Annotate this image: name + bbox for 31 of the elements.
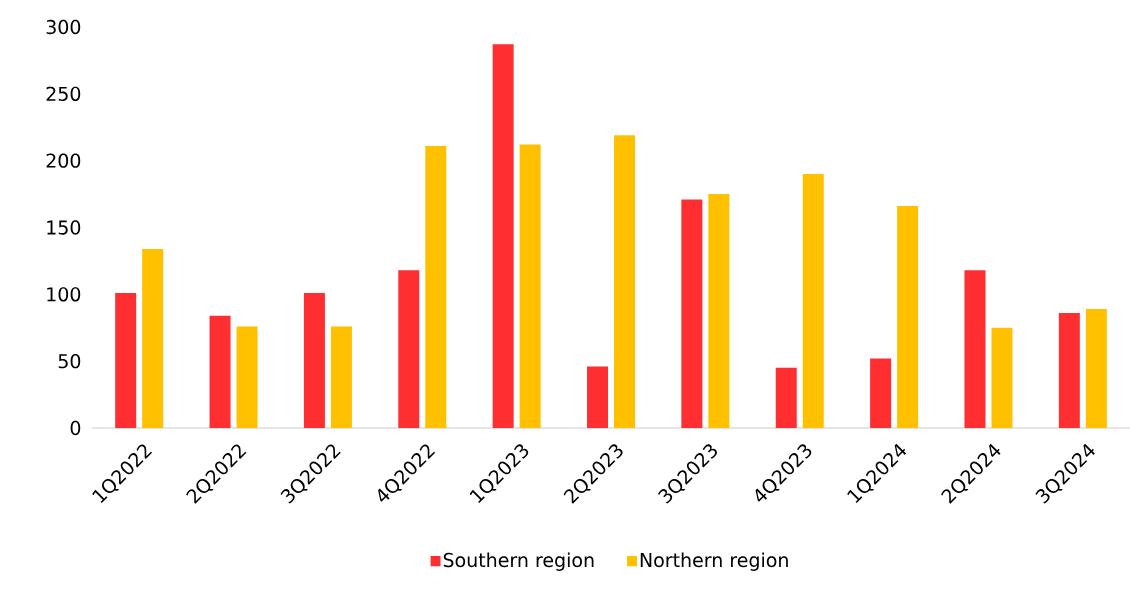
legend-label: Northern region xyxy=(640,552,788,571)
bar xyxy=(587,366,609,428)
bar xyxy=(492,44,514,428)
y-tick-label: 250 xyxy=(46,86,81,102)
y-tick-label: 200 xyxy=(46,153,81,168)
bar xyxy=(897,206,919,428)
bar xyxy=(236,326,258,428)
bar xyxy=(330,326,352,428)
bar xyxy=(303,293,325,428)
y-tick-label: 100 xyxy=(47,287,81,302)
y-tick-label: 150 xyxy=(47,220,81,235)
bar xyxy=(1058,313,1080,428)
bar xyxy=(708,194,730,428)
bar xyxy=(142,248,164,428)
y-tick-label: 0 xyxy=(70,420,81,436)
y-tick-label: 50 xyxy=(58,353,81,369)
bar xyxy=(681,199,703,428)
bar xyxy=(802,174,824,428)
bar xyxy=(425,145,447,428)
bar xyxy=(115,293,137,428)
bar xyxy=(991,327,1013,428)
bar xyxy=(519,144,541,428)
bar xyxy=(870,358,892,428)
bar xyxy=(775,367,797,428)
legend-label: Southern region xyxy=(443,552,594,571)
bar xyxy=(1085,309,1107,428)
bar xyxy=(964,270,986,428)
bar xyxy=(398,270,420,428)
y-tick-label: 300 xyxy=(46,19,81,35)
bar xyxy=(209,315,231,428)
bar xyxy=(614,135,636,428)
